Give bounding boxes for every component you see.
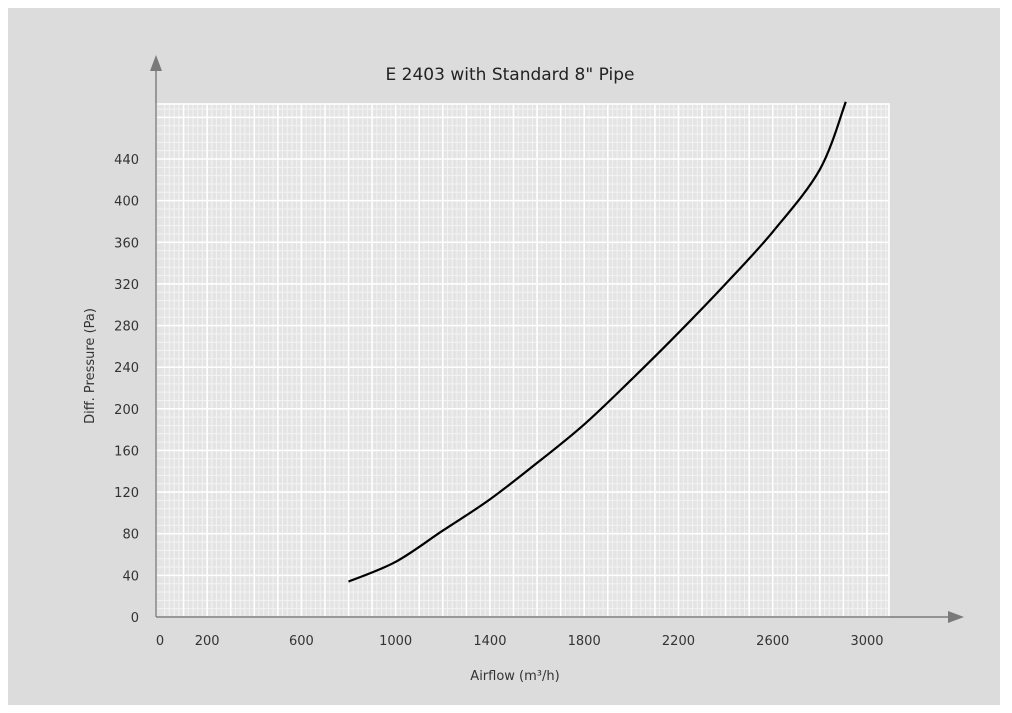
- grid-major: [155, 103, 890, 618]
- x-tick-label: 1800: [568, 634, 601, 649]
- y-tick-label: 440: [114, 153, 139, 168]
- x-axis-title: Airflow (m³/h): [470, 669, 559, 684]
- x-tick-label: 200: [195, 634, 220, 649]
- chart-title: E 2403 with Standard 8" Pipe: [386, 65, 635, 85]
- x-tick-label: 1400: [473, 634, 506, 649]
- y-tick-label: 40: [122, 569, 139, 584]
- x-tick-label: 600: [289, 634, 314, 649]
- y-tick-labels: 0 40 80 120 160 200 240 280 320 360 400 440: [114, 153, 139, 626]
- y-tick-label: 240: [114, 361, 139, 376]
- x-tick-label: 0: [156, 634, 164, 649]
- series-line: [348, 101, 847, 583]
- grid-minor: [156, 104, 889, 617]
- x-tick-label: 1000: [379, 634, 412, 649]
- y-tick-label: 360: [114, 236, 139, 251]
- x-tick-label: 2600: [756, 634, 789, 649]
- y-tick-label: 400: [114, 195, 139, 210]
- x-tick-label: 2200: [662, 634, 695, 649]
- y-axis-title: Diff. Pressure (Pa): [83, 308, 98, 424]
- y-tick-label: 160: [114, 444, 139, 459]
- y-tick-label: 120: [114, 486, 139, 501]
- x-tick-labels: 0 200 600 1000 1400 1800 2200 2600 3000: [156, 634, 884, 649]
- x-axis-arrow: [948, 611, 964, 623]
- y-tick-label: 200: [114, 403, 139, 418]
- y-tick-label: 320: [114, 278, 139, 293]
- y-tick-label: 0: [131, 611, 139, 626]
- y-tick-label: 80: [122, 528, 139, 543]
- x-tick-label: 3000: [850, 634, 883, 649]
- y-axis-arrow: [150, 55, 162, 71]
- y-tick-label: 280: [114, 320, 139, 335]
